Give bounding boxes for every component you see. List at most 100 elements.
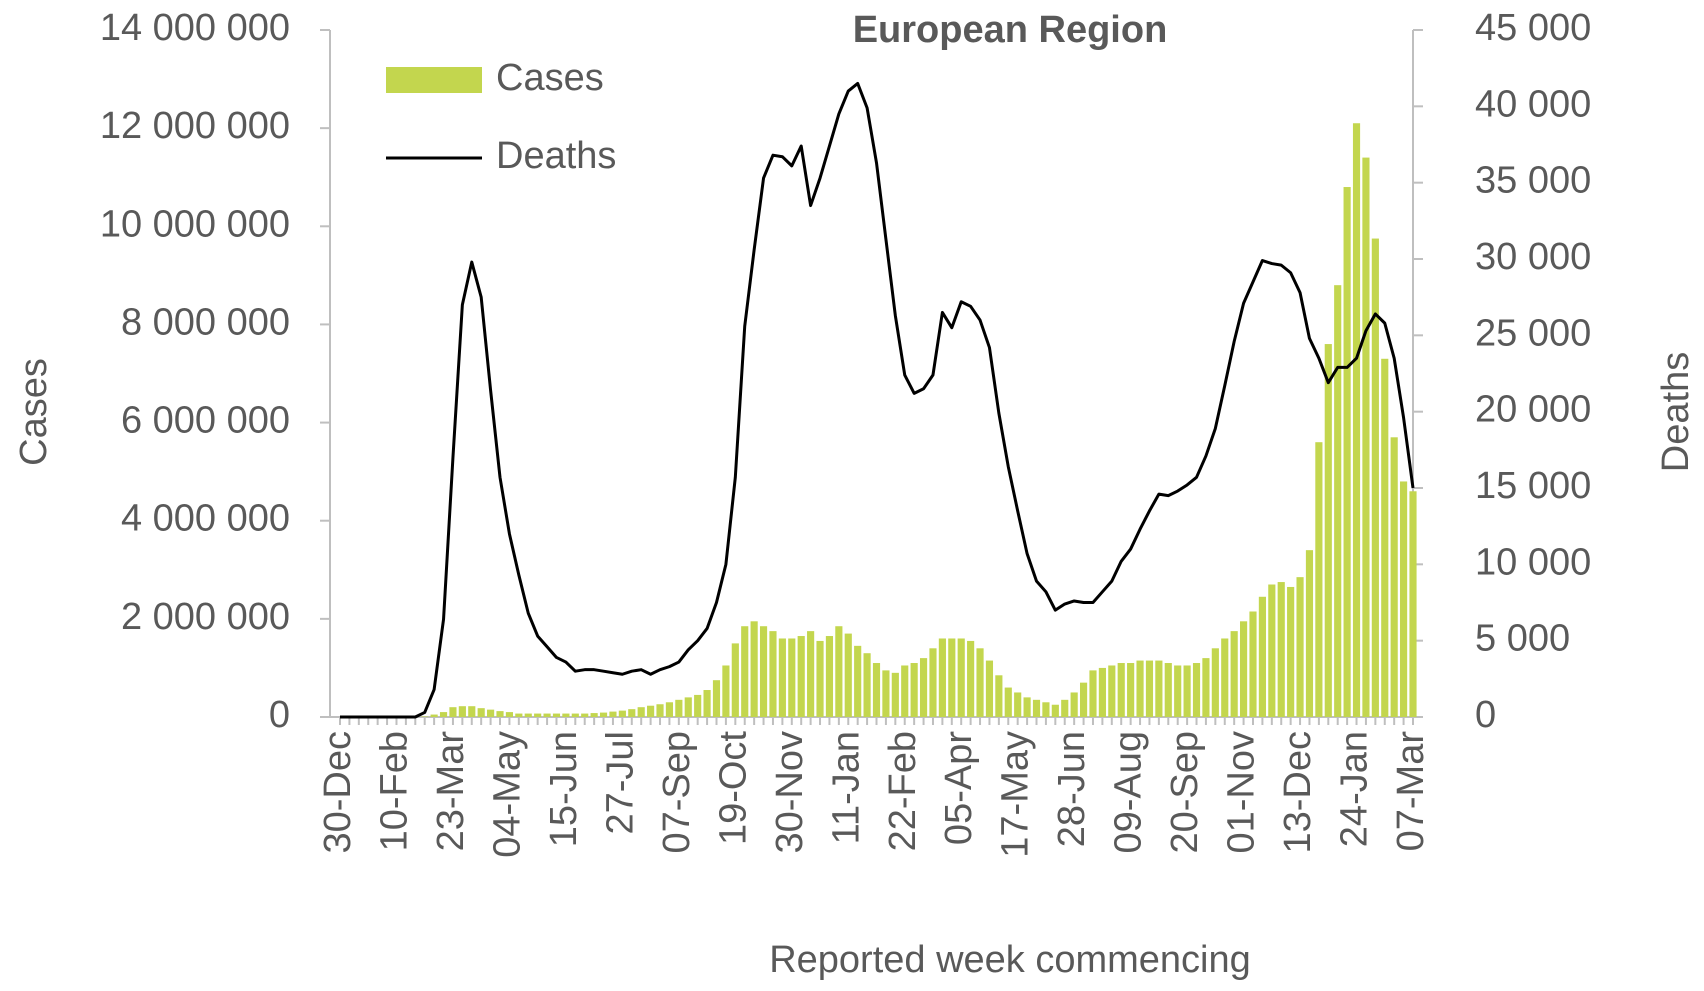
bar [675,700,682,717]
bar [1165,663,1172,717]
bar [619,711,626,717]
bar [1071,692,1078,717]
legend-label: Deaths [496,135,616,177]
legend-label: Cases [496,57,604,99]
bar [1287,587,1294,717]
x-tick-label: 30-Nov [769,731,811,854]
bar [892,673,899,717]
bar [1108,665,1115,717]
bar [826,636,833,717]
bar [751,621,758,717]
y2-tick-label: 35 000 [1475,160,1591,202]
bar [1231,631,1238,717]
y2-tick-label: 25 000 [1475,312,1591,354]
y-tick-label: 4 000 000 [121,498,290,540]
x-tick-label: 27-Jul [599,731,641,835]
bar [1268,585,1275,717]
bar [1127,663,1134,717]
x-tick-label: 05-Apr [938,731,980,845]
x-tick-label: 30-Dec [317,731,359,854]
x-tick-label: 11-Jan [825,731,867,844]
bar [1042,702,1049,717]
bar [939,638,946,717]
x-tick-label: 07-Mar [1390,731,1432,852]
legend-swatch [386,67,482,93]
y2-tick-label: 30 000 [1475,236,1591,278]
bar [967,641,974,717]
bar [1409,491,1416,717]
y2-tick-label: 15 000 [1475,465,1591,507]
bar [1221,638,1228,717]
bar [1315,442,1322,717]
bar [845,634,852,717]
x-tick-label: 09-Aug [1108,731,1150,854]
bar [986,661,993,717]
bar [722,665,729,717]
bar [864,653,871,717]
bar [1306,550,1313,717]
x-tick-label: 23-Mar [430,731,472,852]
x-tick-label: 22-Feb [882,731,924,851]
bar [562,714,569,717]
x-tick-label: 07-Sep [656,731,698,854]
bar [543,714,550,717]
x-tick-label: 28-Jun [1051,731,1093,847]
bar [1202,658,1209,717]
bar [798,636,805,717]
bar [995,675,1002,717]
x-tick-label: 15-Jun [543,731,585,847]
bar [816,641,823,717]
bar [1052,705,1059,717]
bar [1240,621,1247,717]
bar [534,714,541,717]
bar [704,690,711,717]
y-tick-label: 2 000 000 [121,596,290,638]
x-tick-label: 17-May [995,731,1037,858]
bar [1089,670,1096,717]
y-tick-label: 0 [269,694,290,736]
bar [1381,359,1388,717]
y2-tick-label: 10 000 [1475,541,1591,583]
bar [591,713,598,717]
bar [1136,661,1143,717]
bar [572,714,579,717]
bar [1193,663,1200,717]
bar [694,695,701,717]
bar [1033,700,1040,717]
bar [487,710,494,717]
bar [976,648,983,717]
bar [553,714,560,717]
x-tick-label: 20-Sep [1164,731,1206,854]
bar [656,704,663,717]
y2-tick-label: 20 000 [1475,389,1591,431]
bar [449,707,456,717]
x-tick-label: 10-Feb [374,731,416,851]
bar [440,712,447,717]
bar [1184,665,1191,717]
bar [1212,648,1219,717]
bar [609,712,616,717]
bar [788,638,795,717]
bar [1146,661,1153,717]
bar [807,631,814,717]
bar [779,638,786,717]
bar [1278,582,1285,717]
x-tick-label: 19-Oct [712,731,754,845]
bar [638,707,645,717]
bar [732,643,739,717]
bar [1249,611,1256,717]
bar [769,631,776,717]
bar [760,626,767,717]
bar [581,714,588,717]
x-tick-label: 04-May [486,731,528,858]
bar [882,670,889,717]
y-tick-label: 6 000 000 [121,400,290,442]
bar [854,646,861,717]
bar [835,626,842,717]
y2-tick-label: 45 000 [1475,7,1591,49]
bar [1099,668,1106,717]
bar [1118,663,1125,717]
bar [1005,688,1012,717]
chart-title: European Region [853,9,1168,51]
